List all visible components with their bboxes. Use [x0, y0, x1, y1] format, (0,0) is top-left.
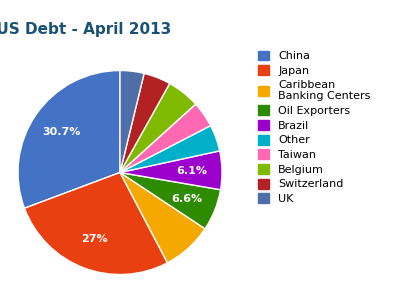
- Wedge shape: [120, 74, 170, 172]
- Wedge shape: [120, 172, 205, 263]
- Legend: China, Japan, Caribbean
Banking Centers, Oil Exporters, Brazil, Other, Taiwan, B: China, Japan, Caribbean Banking Centers,…: [258, 51, 370, 204]
- Text: 27%: 27%: [81, 234, 108, 244]
- Wedge shape: [120, 70, 144, 172]
- Wedge shape: [120, 126, 220, 172]
- Wedge shape: [120, 104, 210, 172]
- Wedge shape: [120, 172, 220, 229]
- Text: 30.7%: 30.7%: [42, 127, 80, 137]
- Text: 6.1%: 6.1%: [176, 166, 207, 176]
- Text: Holders of US Debt - April 2013: Holders of US Debt - April 2013: [0, 22, 172, 37]
- Wedge shape: [24, 172, 168, 274]
- Wedge shape: [120, 83, 196, 172]
- Text: 6.6%: 6.6%: [171, 194, 202, 204]
- Wedge shape: [18, 70, 120, 208]
- Wedge shape: [120, 151, 222, 190]
